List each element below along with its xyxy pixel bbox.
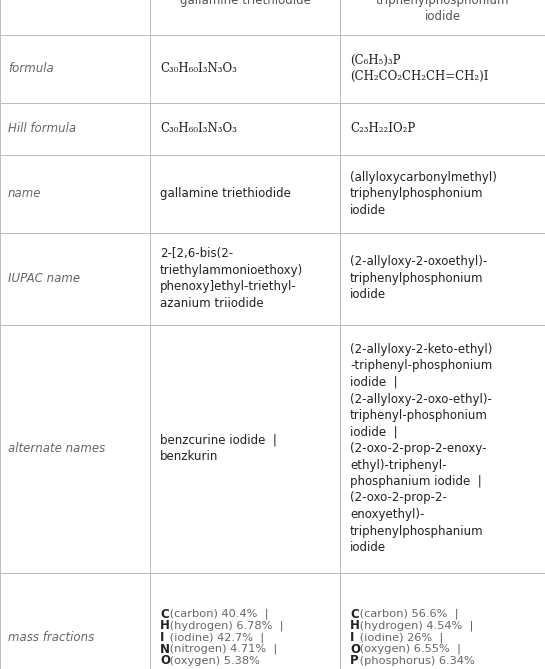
- Bar: [0, 155, 150, 233]
- Text: (iodine) 42.7%  |: (iodine) 42.7% |: [166, 632, 264, 643]
- Bar: [340, 573, 545, 669]
- Bar: [150, 0, 340, 35]
- Text: (allyloxycarbonylmethyl)
triphenylphosphonium
iodide: (allyloxycarbonylmethyl) triphenylphosph…: [369, 0, 516, 23]
- Text: (iodine) 26%  |: (iodine) 26% |: [356, 632, 444, 643]
- Text: formula: formula: [8, 62, 54, 75]
- Text: (carbon) 40.4%  |: (carbon) 40.4% |: [166, 609, 269, 619]
- Text: mass fractions: mass fractions: [8, 631, 94, 644]
- Bar: [150, 233, 340, 324]
- Text: IUPAC name: IUPAC name: [8, 272, 80, 285]
- Text: I: I: [160, 631, 165, 644]
- Bar: [340, 155, 545, 233]
- Bar: [0, 102, 150, 155]
- Text: (2-allyloxy-2-oxoethyl)-
triphenylphosphonium
iodide: (2-allyloxy-2-oxoethyl)- triphenylphosph…: [350, 256, 487, 302]
- Text: (carbon) 56.6%  |: (carbon) 56.6% |: [356, 609, 459, 619]
- Text: (nitrogen) 4.71%  |: (nitrogen) 4.71% |: [166, 644, 277, 654]
- Bar: [0, 573, 150, 669]
- Bar: [340, 35, 545, 102]
- Bar: [150, 573, 340, 669]
- Bar: [340, 0, 545, 35]
- Text: I: I: [350, 631, 354, 644]
- Text: (C₆H₅)₃P
(CH₂CO₂CH₂CH=CH₂)I: (C₆H₅)₃P (CH₂CO₂CH₂CH=CH₂)I: [350, 54, 488, 83]
- Bar: [0, 233, 150, 324]
- Text: (2-allyloxy-2-keto-ethyl)
-triphenyl-phosphonium
iodide  |
(2-allyloxy-2-oxo-eth: (2-allyloxy-2-keto-ethyl) -triphenyl-pho…: [350, 343, 492, 554]
- Bar: [0, 0, 150, 35]
- Text: (oxygen) 5.38%: (oxygen) 5.38%: [166, 656, 260, 666]
- Text: alternate names: alternate names: [8, 442, 105, 455]
- Bar: [340, 233, 545, 324]
- Text: P: P: [350, 654, 359, 668]
- Text: N: N: [160, 643, 170, 656]
- Text: name: name: [8, 187, 41, 200]
- Bar: [0, 35, 150, 102]
- Text: (phosphorus) 6.34%: (phosphorus) 6.34%: [356, 656, 475, 666]
- Bar: [150, 324, 340, 573]
- Text: benzcurine iodide  |
benzkurin: benzcurine iodide | benzkurin: [160, 434, 277, 463]
- Bar: [150, 102, 340, 155]
- Text: H: H: [160, 619, 170, 632]
- Text: H: H: [350, 619, 360, 632]
- Text: gallamine triethiodide: gallamine triethiodide: [179, 0, 311, 7]
- Text: Hill formula: Hill formula: [8, 122, 76, 135]
- Text: (hydrogen) 6.78%  |: (hydrogen) 6.78% |: [166, 621, 284, 631]
- Text: C: C: [350, 607, 359, 621]
- Bar: [340, 102, 545, 155]
- Bar: [0, 324, 150, 573]
- Text: (hydrogen) 4.54%  |: (hydrogen) 4.54% |: [356, 621, 474, 631]
- Text: (oxygen) 6.55%  |: (oxygen) 6.55% |: [356, 644, 461, 654]
- Text: C₂₃H₂₂IO₂P: C₂₃H₂₂IO₂P: [350, 122, 415, 135]
- Bar: [150, 155, 340, 233]
- Text: 2-[2,6-bis(2-
triethylammonioethoxy)
phenoxy]ethyl-triethyl-
azanium triiodide: 2-[2,6-bis(2- triethylammonioethoxy) phe…: [160, 248, 303, 310]
- Bar: [340, 324, 545, 573]
- Text: C₃₀H₆₀I₃N₃O₃: C₃₀H₆₀I₃N₃O₃: [160, 122, 237, 135]
- Text: C: C: [160, 607, 169, 621]
- Text: (allyloxycarbonylmethyl)
triphenylphosphonium
iodide: (allyloxycarbonylmethyl) triphenylphosph…: [350, 171, 497, 217]
- Bar: [150, 35, 340, 102]
- Text: O: O: [160, 654, 170, 668]
- Text: gallamine triethiodide: gallamine triethiodide: [160, 187, 291, 200]
- Text: C₃₀H₆₀I₃N₃O₃: C₃₀H₆₀I₃N₃O₃: [160, 62, 237, 75]
- Text: O: O: [350, 643, 360, 656]
